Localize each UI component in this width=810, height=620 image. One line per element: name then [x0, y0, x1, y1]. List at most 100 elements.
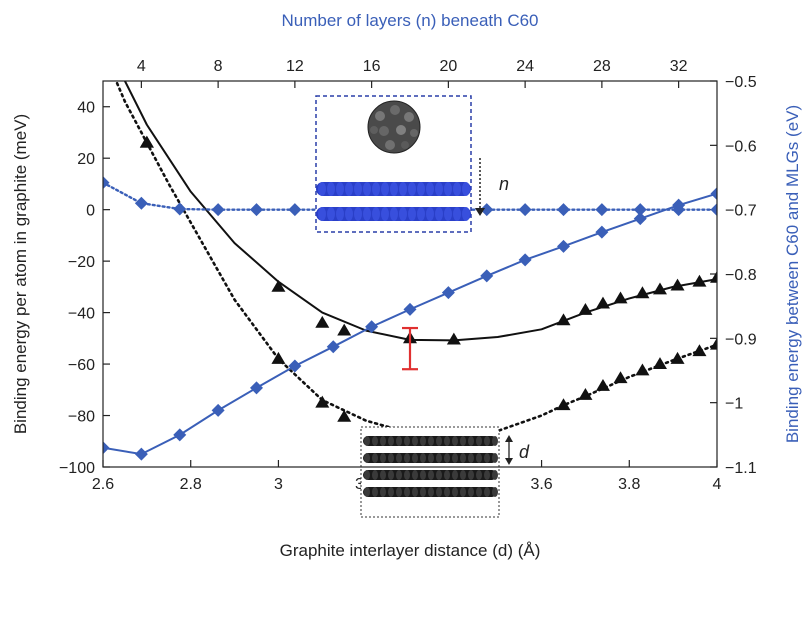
data-point-diamond	[211, 403, 225, 417]
data-point-diamond	[250, 381, 263, 395]
x-axis-title: Graphite interlayer distance (d) (Å)	[280, 541, 541, 560]
data-point-triangle	[337, 409, 352, 422]
data-point-triangle	[613, 371, 628, 384]
x2-tick-label: 8	[214, 58, 223, 75]
data-point-diamond	[441, 286, 455, 300]
x-tick-label: 3.8	[618, 476, 640, 493]
x-tick-label: 3.6	[530, 476, 552, 493]
x-tick-label: 2.6	[92, 476, 114, 493]
x-tick-label: 4	[713, 476, 722, 493]
y-axis-title: Binding energy per atom in graphite (meV…	[11, 114, 30, 434]
data-point-triangle	[692, 344, 707, 357]
data-point-triangle	[692, 274, 707, 287]
data-point-diamond	[595, 203, 609, 217]
arrow-up-icon	[505, 435, 513, 442]
y-tick-label: 40	[77, 100, 95, 117]
y2-tick-label: −0.8	[725, 267, 757, 284]
data-point-diamond	[633, 203, 647, 217]
y-tick-label: −100	[59, 460, 95, 477]
x-tick-label: 2.8	[180, 476, 202, 493]
arrow-down-icon	[505, 458, 513, 465]
y2-axis-title: Binding energy between C60 and MLGs (eV)	[783, 105, 802, 443]
data-point-triangle	[595, 296, 610, 309]
fit-curve-2	[114, 81, 717, 438]
data-point-triangle	[578, 303, 593, 315]
data-point-triangle	[271, 351, 286, 364]
y-tick-label: −40	[68, 306, 95, 323]
data-point-diamond	[365, 320, 379, 334]
data-point-triangle	[670, 351, 685, 364]
data-point-diamond	[710, 187, 717, 201]
y-tick-label: −20	[68, 254, 95, 271]
data-point-diamond	[480, 203, 494, 217]
data-point-diamond	[710, 203, 717, 217]
x2-tick-label: 32	[670, 58, 688, 75]
data-point-triangle	[613, 291, 628, 304]
data-point-diamond	[518, 253, 532, 267]
data-point-triangle	[635, 286, 650, 299]
inset-c60-layers: n	[315, 95, 509, 233]
data-point-diamond	[250, 203, 263, 217]
data-point-triangle	[652, 282, 667, 295]
y2-tick-label: −0.9	[725, 331, 757, 348]
plot-frame	[102, 80, 718, 468]
x-tick-label: 3	[274, 476, 283, 493]
data-point-diamond	[288, 359, 302, 373]
inset-label-n: n	[499, 174, 509, 194]
x2-tick-label: 12	[286, 58, 304, 75]
arrow-head-icon	[475, 208, 485, 216]
data-point-diamond	[557, 203, 570, 217]
data-point-diamond	[518, 203, 532, 217]
data-point-triangle	[337, 323, 352, 336]
data-point-diamond	[633, 212, 647, 226]
x2-tick-label: 16	[363, 58, 381, 75]
data-point-triangle	[670, 278, 685, 291]
data-point-diamond	[211, 203, 225, 217]
data-point-diamond	[173, 428, 187, 442]
data-point-triangle	[578, 387, 593, 400]
x2-tick-label: 4	[137, 58, 146, 75]
y2-tick-label: −1.1	[725, 460, 757, 477]
data-point-triangle	[315, 315, 330, 328]
data-point-diamond	[595, 225, 609, 239]
data-point-diamond	[672, 203, 686, 217]
data-point-triangle	[635, 363, 650, 376]
x2-tick-label: 20	[439, 58, 457, 75]
y2-tick-label: −0.7	[725, 203, 757, 220]
data-point-triangle	[710, 337, 717, 350]
data-point-diamond	[103, 441, 110, 455]
inset-graphite-stack: d	[360, 426, 530, 518]
x2-axis-title: Number of layers (n) beneath C60	[281, 11, 538, 30]
inset-label-d: d	[519, 442, 530, 462]
y2-tick-label: −0.6	[725, 138, 757, 155]
data-point-triangle	[139, 135, 154, 148]
data-point-triangle	[446, 332, 461, 345]
data-point-diamond	[480, 269, 494, 283]
data-point-diamond	[134, 447, 148, 461]
x2-tick-label: 24	[516, 58, 534, 75]
c60-molecule-icon	[367, 100, 421, 154]
y-tick-label: −60	[68, 357, 95, 374]
data-point-diamond	[134, 196, 148, 210]
y-tick-label: 0	[86, 203, 95, 220]
y-tick-label: 20	[77, 151, 95, 168]
data-point-diamond	[557, 239, 570, 253]
data-point-diamond	[103, 176, 110, 190]
graphene-layers-icon	[316, 182, 471, 221]
data-point-diamond	[173, 202, 187, 216]
data-point-triangle	[271, 279, 286, 292]
data-point-triangle	[556, 313, 571, 326]
data-point-triangle	[595, 378, 610, 391]
data-point-triangle	[315, 395, 330, 408]
data-point-diamond	[288, 203, 302, 217]
y2-tick-label: −0.5	[725, 74, 757, 91]
data-point-triangle	[710, 270, 717, 283]
data-point-triangle	[652, 357, 667, 369]
data-point-diamond	[403, 302, 417, 316]
x2-tick-label: 28	[593, 58, 611, 75]
data-point-triangle	[556, 398, 571, 411]
graphite-layers-icon	[363, 436, 498, 497]
data-point-diamond	[326, 340, 340, 354]
y2-tick-label: −1	[725, 396, 743, 413]
